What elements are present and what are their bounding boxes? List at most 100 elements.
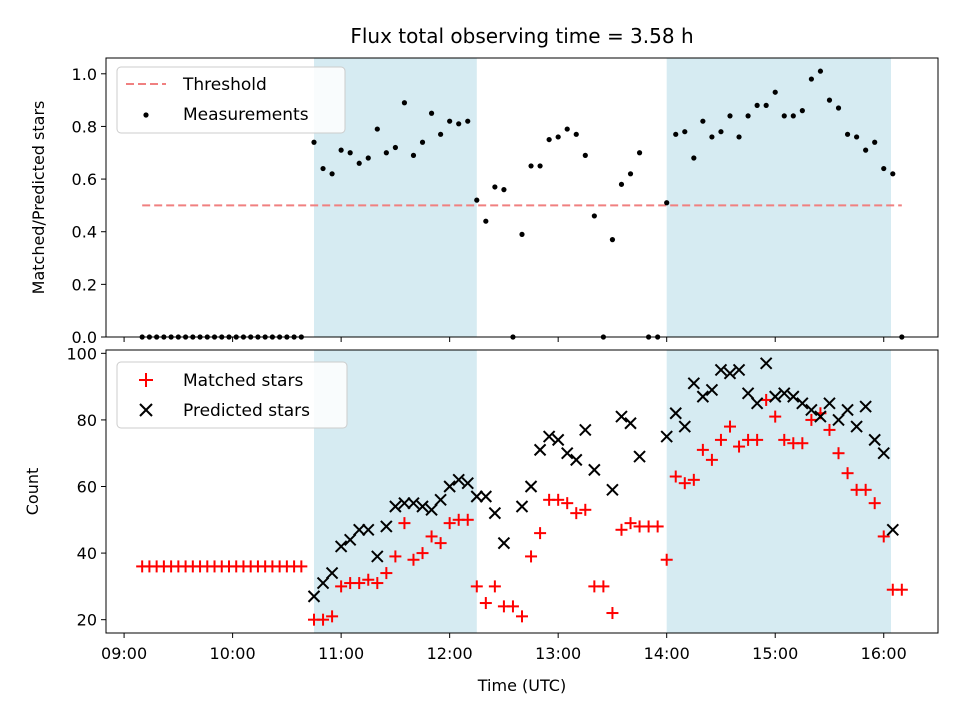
measurement-point [419, 139, 426, 145]
matched-star-point [552, 493, 565, 506]
predicted-star-point [407, 496, 420, 510]
measurement-point [519, 231, 525, 237]
matched-star-point [488, 580, 501, 593]
measurement-point [311, 139, 317, 145]
x-b [832, 413, 845, 427]
predicted-star-point [461, 476, 474, 490]
bottom-x-ticks: 09:00 10:00 11:00 12:00 13:00 14:00 15:00 16:00 [101, 633, 907, 663]
x-b [371, 550, 384, 563]
predicted-star-point [687, 377, 701, 390]
top-y-tick-label: 0.2 [72, 275, 97, 294]
predicted-star-point [615, 410, 628, 423]
measurement-point [835, 105, 842, 111]
x-b [533, 443, 547, 457]
x-b [389, 500, 402, 513]
top-panel: 0.0 0.2 0.4 0.6 0.8 1.0 Matched/Predicted sta… [29, 57, 939, 347]
x-b [307, 590, 321, 603]
matched-star-point [561, 497, 574, 510]
predicted-star-point [859, 400, 872, 413]
predicted-star-point [362, 523, 375, 536]
predicted-star-point [660, 430, 673, 443]
measurement-point [709, 134, 715, 140]
measurement-point [447, 118, 453, 124]
x-b [334, 540, 348, 553]
x-b [316, 576, 330, 590]
predicted-star-point [343, 533, 357, 546]
x-b [877, 447, 890, 460]
measurement-point [682, 129, 688, 135]
x-b [515, 500, 529, 513]
x-b [380, 520, 393, 533]
matched-star-point [687, 473, 700, 486]
measurement-point [609, 237, 616, 243]
bottom-y-tick-label: 40 [77, 544, 97, 563]
predicted-star-point [316, 576, 330, 590]
measurement-point [338, 147, 344, 153]
measurement-point [456, 121, 462, 127]
matched-star-point [796, 437, 809, 450]
x-b [452, 473, 465, 487]
predicted-star-point [497, 536, 511, 550]
measurement-point [582, 152, 588, 158]
predicted-star-point [832, 413, 845, 427]
predicted-star-point [452, 473, 465, 487]
predicted-star-point [769, 390, 782, 403]
matched-star-point [534, 527, 547, 540]
bottom-y-tick-label: 60 [77, 478, 97, 497]
predicted-star-point [579, 423, 592, 437]
predicted-star-point [741, 387, 755, 400]
measurement-point [555, 134, 561, 140]
x-b [796, 397, 809, 410]
top-y-tick-label: 1.0 [72, 65, 97, 84]
x-tick-label: 10:00 [210, 644, 256, 663]
x-b [696, 390, 710, 403]
x-b [624, 417, 637, 430]
x-b [479, 490, 493, 503]
measurement-point [627, 171, 634, 177]
matched-star-point [615, 523, 628, 536]
x-b [425, 503, 438, 517]
bottom-y-tick-label: 80 [77, 411, 97, 430]
measurement-point [745, 113, 751, 119]
top-x-ticks [123, 337, 885, 342]
top-axes-frame [105, 57, 939, 338]
top-y-tick-label: 0.4 [72, 223, 97, 242]
x-b [615, 410, 628, 423]
x-b [407, 496, 420, 510]
measurement-point [817, 68, 824, 74]
matched-star-point [868, 497, 881, 510]
matched-star-point [516, 610, 528, 623]
measurement-point [438, 131, 444, 137]
matched-star-point [461, 513, 474, 526]
matched-star-point [859, 483, 872, 496]
measurement-point [329, 171, 335, 177]
x-b [398, 496, 411, 510]
predicted-star-point [624, 417, 637, 430]
measurement-point [564, 126, 570, 132]
predicted-star-point [389, 500, 402, 513]
matched-star-point [805, 413, 818, 426]
matched-star-point [443, 517, 456, 530]
predicted-star-point [425, 503, 438, 517]
matched-star-point [841, 467, 854, 480]
measurement-point [365, 155, 371, 161]
matched-star-point [506, 600, 519, 613]
top-shaded-interval [666, 58, 891, 337]
predicted-star-point [334, 540, 348, 553]
matched-star-point [525, 550, 538, 563]
x-b [678, 420, 691, 433]
matched-star-point [705, 453, 718, 466]
measurement-point [673, 131, 679, 137]
x-b [524, 480, 538, 493]
x-b [660, 430, 673, 443]
measurement-point [844, 131, 851, 137]
x-axis-label: Time (UTC) [477, 676, 566, 695]
matched-star-point [416, 547, 429, 560]
measurement-points [139, 68, 905, 340]
top-y-tick-label: 0.8 [72, 117, 97, 136]
predicted-star-point [533, 443, 547, 457]
x-tick-label: 15:00 [752, 644, 798, 663]
measurement-point [718, 129, 724, 135]
measurement-point [374, 126, 380, 132]
matched-star-point [371, 577, 384, 590]
